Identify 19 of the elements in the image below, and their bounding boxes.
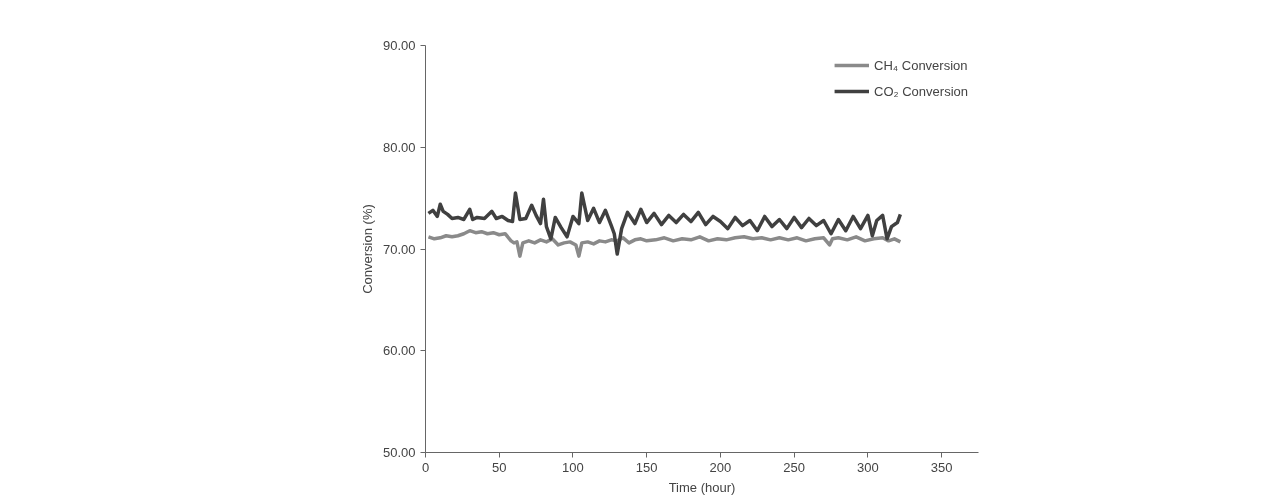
y-tick-label: 60.00 xyxy=(382,343,416,359)
y-tick-label: 80.00 xyxy=(382,139,416,155)
y-tick-label: 50.00 xyxy=(382,445,416,460)
legend-label: CO₂ Conversion xyxy=(874,83,968,99)
x-tick-label: 300 xyxy=(857,459,879,475)
legend-label: CH₄ Conversion xyxy=(874,57,968,73)
y-axis-title: Conversion (%) xyxy=(359,204,375,294)
x-tick-label: 0 xyxy=(421,459,430,475)
x-tick-label: 250 xyxy=(783,459,806,475)
line-series xyxy=(426,191,903,256)
x-tick-label: 350 xyxy=(930,459,953,475)
x-tick-label: 150 xyxy=(635,459,658,475)
line-series xyxy=(426,228,903,258)
x-axis-title: Time (hour) xyxy=(668,479,736,495)
x-tick-label: 200 xyxy=(709,459,732,475)
y-tick-label: 70.00 xyxy=(382,241,416,257)
x-tick-label: 100 xyxy=(562,459,584,475)
y-tick-label: 90.00 xyxy=(382,38,416,53)
x-tick-label: 50 xyxy=(492,459,507,475)
